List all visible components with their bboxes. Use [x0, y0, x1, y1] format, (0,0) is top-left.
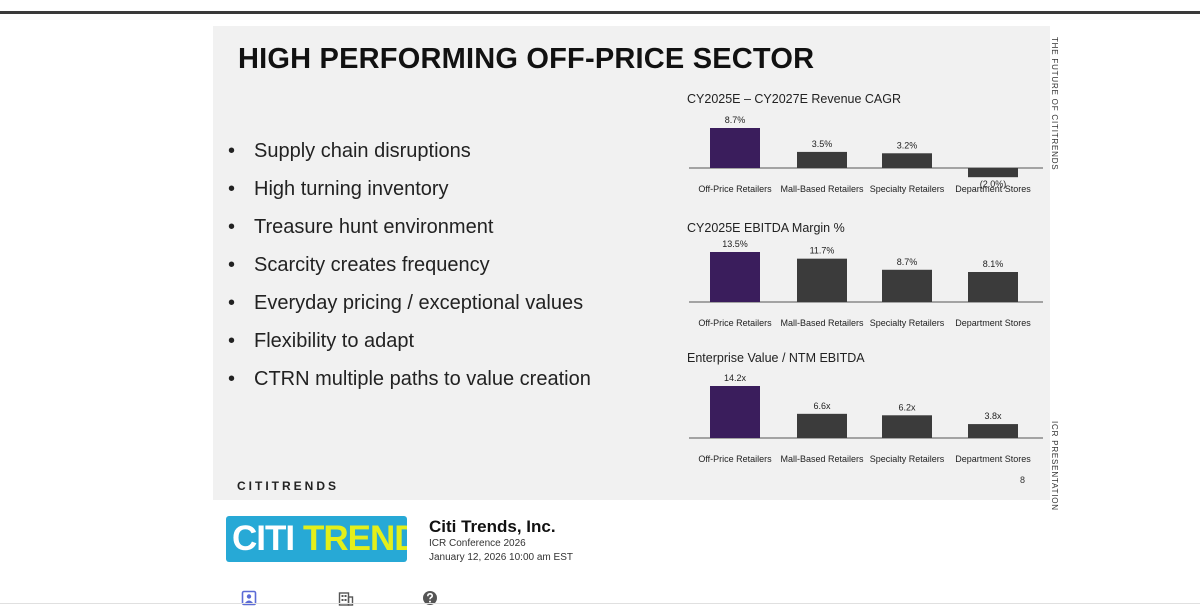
- chart-ebitda-margin-plot: 13.5% Off-Price Retailers 11.7% Mall-Based …: [689, 239, 1043, 328]
- side-caption-top: THE FUTURE OF CITITRENDS: [1050, 37, 1059, 171]
- bar-2: [882, 269, 932, 302]
- list-item: • High turning inventory: [226, 174, 591, 212]
- presenter-icon[interactable]: [241, 590, 257, 606]
- bullet-text: Everyday pricing / exceptional values: [254, 292, 584, 314]
- bottom-divider: [0, 603, 1200, 604]
- side-caption-bottom: ICR PRESENTATION: [1050, 421, 1059, 511]
- bar-0: [710, 128, 760, 168]
- slide-brand: CITITRENDS: [237, 479, 339, 493]
- presentation-slide: HIGH PERFORMING OFF-PRICE SECTOR • Supply…: [213, 26, 1050, 500]
- bullet-dot: •: [228, 140, 236, 162]
- category-label-0: Off-Price Retailers: [698, 184, 772, 194]
- chart-ev-ebitda: Enterprise Value / NTM EBITDA 14.2x Off-P…: [683, 351, 1050, 464]
- bar-0: [710, 386, 760, 438]
- category-label-0: Off-Price Retailers: [698, 454, 772, 464]
- category-label-3: Department Stores: [955, 454, 1031, 464]
- chart-title: Enterprise Value / NTM EBITDA: [687, 351, 865, 365]
- data-label-2: 8.7%: [897, 257, 918, 267]
- list-item: • Treasure hunt environment: [226, 212, 591, 250]
- top-border: [0, 11, 1200, 14]
- chart-ev-ebitda-plot: 14.2x Off-Price Retailers 6.6x Mall-Based R…: [689, 373, 1043, 464]
- data-label-0: 14.2x: [724, 373, 747, 383]
- data-label-0: 13.5%: [722, 239, 748, 249]
- category-label-0: Off-Price Retailers: [698, 318, 772, 328]
- logo-citi-text: CITI: [232, 519, 295, 558]
- chart-revenue-cagr-plot: 8.7% Off-Price Retailers 3.5% Mall-Based Re…: [689, 115, 1043, 194]
- slide-title: HIGH PERFORMING OFF-PRICE SECTOR: [238, 43, 815, 75]
- event-date: January 12, 2026 10:00 am EST: [429, 552, 573, 563]
- bar-2: [882, 415, 932, 438]
- company-name: Citi Trends, Inc.: [429, 517, 556, 536]
- bar-1: [797, 258, 847, 302]
- bullet-dot: •: [228, 368, 236, 390]
- bar-3: [968, 424, 1018, 438]
- category-label-1: Mall-Based Retailers: [780, 318, 864, 328]
- list-item: • Supply chain disruptions: [226, 136, 591, 174]
- bullet-dot: •: [228, 330, 236, 352]
- category-label-2: Specialty Retailers: [870, 318, 945, 328]
- chart-revenue-cagr: CY2025E – CY2027E Revenue CAGR 8.7% Off-P…: [683, 92, 1050, 204]
- category-label-2: Specialty Retailers: [870, 184, 945, 194]
- bar-2: [882, 153, 932, 168]
- bullet-text: Supply chain disruptions: [254, 140, 471, 162]
- category-label-3: Department Stores: [955, 318, 1031, 328]
- bar-1: [797, 413, 847, 438]
- list-item: • CTRN multiple paths to value creation: [226, 364, 591, 402]
- data-label-0: 8.7%: [725, 115, 746, 125]
- logo-trends-text: TRENDS: [303, 519, 407, 558]
- data-label-1: 6.6x: [813, 401, 831, 411]
- bar-3: [968, 168, 1018, 178]
- chart-title: CY2025E EBITDA Margin %: [687, 221, 845, 235]
- list-item: • Flexibility to adapt: [226, 326, 591, 364]
- data-label-1: 11.7%: [810, 246, 835, 256]
- company-icon[interactable]: [338, 590, 354, 606]
- help-icon[interactable]: [422, 590, 438, 606]
- data-label-3: 8.1%: [983, 259, 1004, 269]
- company-logo: CITI TRENDS: [226, 516, 407, 562]
- list-item: • Everyday pricing / exceptional values: [226, 288, 591, 326]
- bullet-dot: •: [228, 292, 236, 314]
- category-label-3: Department Stores: [955, 184, 1031, 194]
- bullet-dot: •: [228, 178, 236, 200]
- bar-1: [797, 151, 847, 168]
- bullet-dot: •: [228, 254, 236, 276]
- bullet-dot: •: [228, 216, 236, 238]
- chart-ebitda-margin: CY2025E EBITDA Margin % 13.5% Off-Price R…: [683, 221, 1050, 333]
- category-label-1: Mall-Based Retailers: [780, 454, 864, 464]
- category-label-1: Mall-Based Retailers: [780, 184, 864, 194]
- data-label-3: (2.0%): [980, 179, 1007, 189]
- bar-0: [710, 252, 760, 302]
- bullet-text: Treasure hunt environment: [254, 216, 494, 238]
- bullet-text: CTRN multiple paths to value creation: [254, 368, 591, 390]
- page-number: 8: [1020, 475, 1026, 485]
- list-item: • Scarcity creates frequency: [226, 250, 591, 288]
- bullet-text: High turning inventory: [254, 178, 449, 200]
- bar-3: [968, 272, 1018, 302]
- data-label-2: 3.2%: [897, 140, 918, 150]
- bullet-text: Flexibility to adapt: [254, 330, 415, 352]
- data-label-2: 6.2x: [898, 402, 916, 412]
- bullet-list: • Supply chain disruptions • High turning …: [226, 136, 591, 402]
- bullet-text: Scarcity creates frequency: [254, 254, 490, 276]
- data-label-3: 3.8x: [984, 411, 1002, 421]
- chart-title: CY2025E – CY2027E Revenue CAGR: [687, 92, 902, 106]
- data-label-1: 3.5%: [812, 139, 833, 149]
- event-name: ICR Conference 2026: [429, 538, 526, 549]
- category-label-2: Specialty Retailers: [870, 454, 945, 464]
